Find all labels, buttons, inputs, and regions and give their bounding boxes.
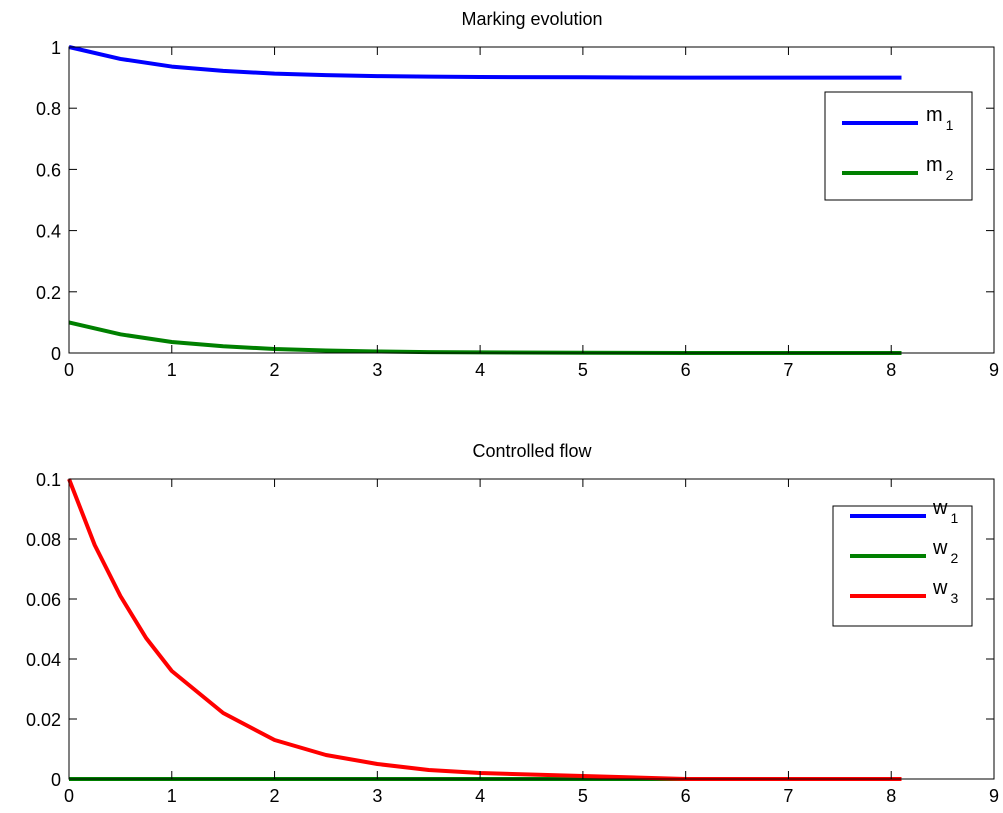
x-tick-label: 4 <box>475 360 485 380</box>
y-tick-label: 0 <box>51 344 61 364</box>
y-tick-label: 0.04 <box>26 650 61 670</box>
y-tick-label: 0.1 <box>36 470 61 490</box>
legend-box <box>832 505 973 627</box>
y-tick-label: 0.08 <box>26 530 61 550</box>
x-tick-label: 4 <box>475 786 485 806</box>
y-tick-label: 0.4 <box>36 222 61 242</box>
x-tick-label: 1 <box>167 786 177 806</box>
y-tick-label: 0.2 <box>36 283 61 303</box>
y-tick-label: 0.8 <box>36 99 61 119</box>
x-tick-label: 6 <box>681 360 691 380</box>
x-axis: 0 1 2 3 4 5 6 7 8 9 <box>64 479 999 806</box>
axes-box <box>68 46 995 354</box>
chart-title: Marking evolution <box>461 9 602 29</box>
y-tick-label: 0.02 <box>26 710 61 730</box>
chart-title: Controlled flow <box>472 441 592 461</box>
y-tick-label: 0.06 <box>26 590 61 610</box>
x-tick-label: 6 <box>681 786 691 806</box>
y-tick-label: 1 <box>51 38 61 58</box>
x-tick-label: 0 <box>64 360 74 380</box>
x-tick-label: 5 <box>578 786 588 806</box>
x-tick-label: 8 <box>886 360 896 380</box>
x-axis: 0 1 2 3 4 5 6 7 8 9 <box>64 47 999 380</box>
x-tick-label: 8 <box>886 786 896 806</box>
x-tick-label: 9 <box>989 786 999 806</box>
x-tick-label: 0 <box>64 786 74 806</box>
series-line-m1 <box>68 45 902 80</box>
chart-marking-evolution: Marking evolution 0 1 2 3 4 5 6 7 8 9 0 0.2 0.4 0.6 0.… <box>36 9 999 380</box>
y-axis: 0 0.2 0.4 0.6 0.8 1 <box>36 38 994 364</box>
x-tick-label: 7 <box>783 360 793 380</box>
y-tick-label: 0 <box>51 770 61 790</box>
y-axis: 0 0.02 0.04 0.06 0.08 0.1 <box>26 470 994 790</box>
x-tick-label: 2 <box>270 786 280 806</box>
x-tick-label: 9 <box>989 360 999 380</box>
y-tick-label: 0.6 <box>36 160 61 180</box>
x-tick-label: 7 <box>783 786 793 806</box>
legend: w 1 w 2 w 3 <box>832 497 973 627</box>
x-tick-label: 3 <box>372 360 382 380</box>
axes-box <box>68 478 995 780</box>
x-tick-label: 1 <box>167 360 177 380</box>
legend: m 1 m 2 <box>824 91 973 201</box>
x-tick-label: 5 <box>578 360 588 380</box>
chart-controlled-flow: Controlled flow 0 1 2 3 4 5 6 7 8 900.020.040.060… <box>26 441 999 806</box>
legend-box <box>824 91 973 201</box>
x-tick-label: 2 <box>270 360 280 380</box>
x-tick-label: 3 <box>372 786 382 806</box>
